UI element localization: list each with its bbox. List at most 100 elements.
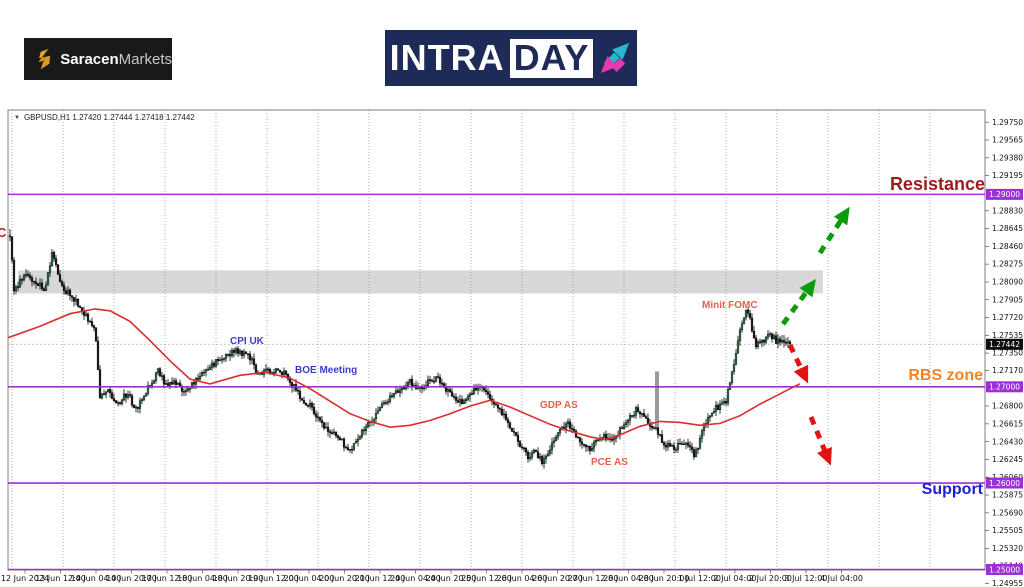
- price-tick-label: 1.29380: [992, 153, 1023, 162]
- candle-body: [542, 458, 546, 464]
- candle-body: [744, 309, 748, 318]
- candle-body: [282, 370, 286, 375]
- candle-body: [354, 441, 358, 444]
- candle-body: [166, 383, 170, 386]
- saracen-markets-logo: SaracenMarkets: [24, 38, 172, 80]
- candle-body: [38, 282, 42, 287]
- candle-body: [546, 453, 550, 457]
- candle-body: [730, 371, 734, 384]
- candle-body: [556, 432, 560, 438]
- bullish-dashed-arrow[interactable]: [817, 206, 850, 255]
- candle-body: [724, 401, 728, 404]
- candle-body: [676, 442, 680, 450]
- candle-body: [130, 395, 134, 406]
- candle-body: [322, 422, 326, 429]
- price-tick-label: 1.25505: [992, 526, 1023, 535]
- candle-body: [656, 427, 660, 435]
- candle-body: [582, 444, 586, 446]
- candle-body: [154, 372, 158, 381]
- candle-body: [206, 369, 210, 371]
- time-tick-label: 14 Jun 20:00: [106, 574, 157, 583]
- candle-body: [250, 358, 254, 361]
- rbs-zone-line-price-badge[interactable]: [986, 381, 1023, 393]
- candle-body: [460, 399, 464, 404]
- candle-body: [12, 259, 16, 292]
- label-resistance[interactable]: Resistance: [890, 174, 985, 194]
- candle-body: [592, 441, 596, 449]
- candle-body: [502, 413, 506, 416]
- candle-body: [30, 277, 34, 282]
- candle-body: [208, 367, 212, 370]
- clipped-label-c[interactable]: C: [0, 225, 7, 240]
- label-boe[interactable]: BOE Meeting: [295, 365, 357, 376]
- candle-body: [506, 419, 510, 424]
- candle-body: [694, 449, 698, 458]
- candle-body: [386, 401, 390, 403]
- candle-body: [436, 376, 440, 378]
- candle-body: [446, 389, 450, 392]
- candle-body: [16, 286, 20, 288]
- lower-support-line-price-badge-label: 1.25000: [989, 565, 1020, 574]
- candle-body: [514, 432, 518, 436]
- candle-body: [518, 441, 522, 448]
- candle-body: [466, 396, 470, 400]
- candle-body: [638, 411, 642, 415]
- candle-body: [470, 393, 474, 395]
- resistance-line-price-badge[interactable]: [986, 188, 1023, 200]
- supply-zone-band[interactable]: [18, 270, 823, 294]
- bearish-dashed-arrow[interactable]: [787, 343, 809, 384]
- label-pce-as[interactable]: PCE AS: [591, 457, 628, 468]
- candle-body: [120, 399, 124, 404]
- candle-body: [304, 403, 308, 406]
- candle-body: [122, 393, 126, 401]
- price-tick-label: 1.26245: [992, 455, 1023, 464]
- price-tick-label: 1.25875: [992, 491, 1023, 500]
- candle-body: [584, 444, 588, 448]
- candle-body: [686, 442, 690, 446]
- candle-body: [496, 404, 500, 409]
- candle-body: [658, 434, 662, 436]
- candle-body: [152, 380, 156, 384]
- candle-body: [18, 279, 22, 288]
- label-support[interactable]: Support: [922, 481, 984, 498]
- label-cpi-uk[interactable]: CPI UK: [230, 336, 265, 347]
- current-price-badge[interactable]: [986, 338, 1023, 350]
- symbol-dropdown-icon[interactable]: ▼: [14, 114, 20, 121]
- time-tick-label: 18 Jun 04:00: [177, 574, 228, 583]
- price-tick-label: 1.27170: [992, 366, 1023, 375]
- label-rbs-zone[interactable]: RBS zone: [908, 367, 983, 384]
- candle-body: [218, 359, 222, 362]
- price-tick-label: 1.28460: [992, 242, 1023, 251]
- candle-body: [254, 364, 258, 374]
- candle-body: [318, 417, 322, 421]
- moving-average-line: [7, 308, 801, 441]
- candle-body: [714, 405, 718, 412]
- candle-body: [332, 431, 336, 434]
- candle-body: [68, 289, 72, 296]
- candle-body: [232, 350, 236, 353]
- price-tick-label: 1.26800: [992, 402, 1023, 411]
- lower-support-line-price-badge[interactable]: [986, 564, 1023, 575]
- candle-body: [212, 362, 216, 367]
- candle-body: [662, 442, 666, 446]
- candle-body: [242, 351, 246, 356]
- candle-body: [96, 341, 100, 370]
- label-gdp-as[interactable]: GDP AS: [540, 400, 578, 411]
- candle-body: [176, 382, 180, 385]
- label-minit-fomc[interactable]: Minit FOMC: [702, 300, 758, 311]
- candle-body: [552, 440, 556, 443]
- candle-body: [778, 338, 782, 343]
- candle-body: [224, 354, 228, 359]
- candle-body: [390, 395, 394, 397]
- price-tick-label: 1.29750: [992, 118, 1023, 127]
- candle-body: [788, 341, 792, 344]
- candle-body: [734, 353, 738, 365]
- support-line-price-badge[interactable]: [986, 477, 1023, 489]
- candle-body: [484, 389, 488, 393]
- candle-body: [118, 402, 122, 404]
- bearish-dashed-arrow[interactable]: [808, 416, 832, 466]
- candle-body: [348, 449, 352, 451]
- candle-body: [380, 403, 384, 408]
- candle-body: [350, 449, 354, 451]
